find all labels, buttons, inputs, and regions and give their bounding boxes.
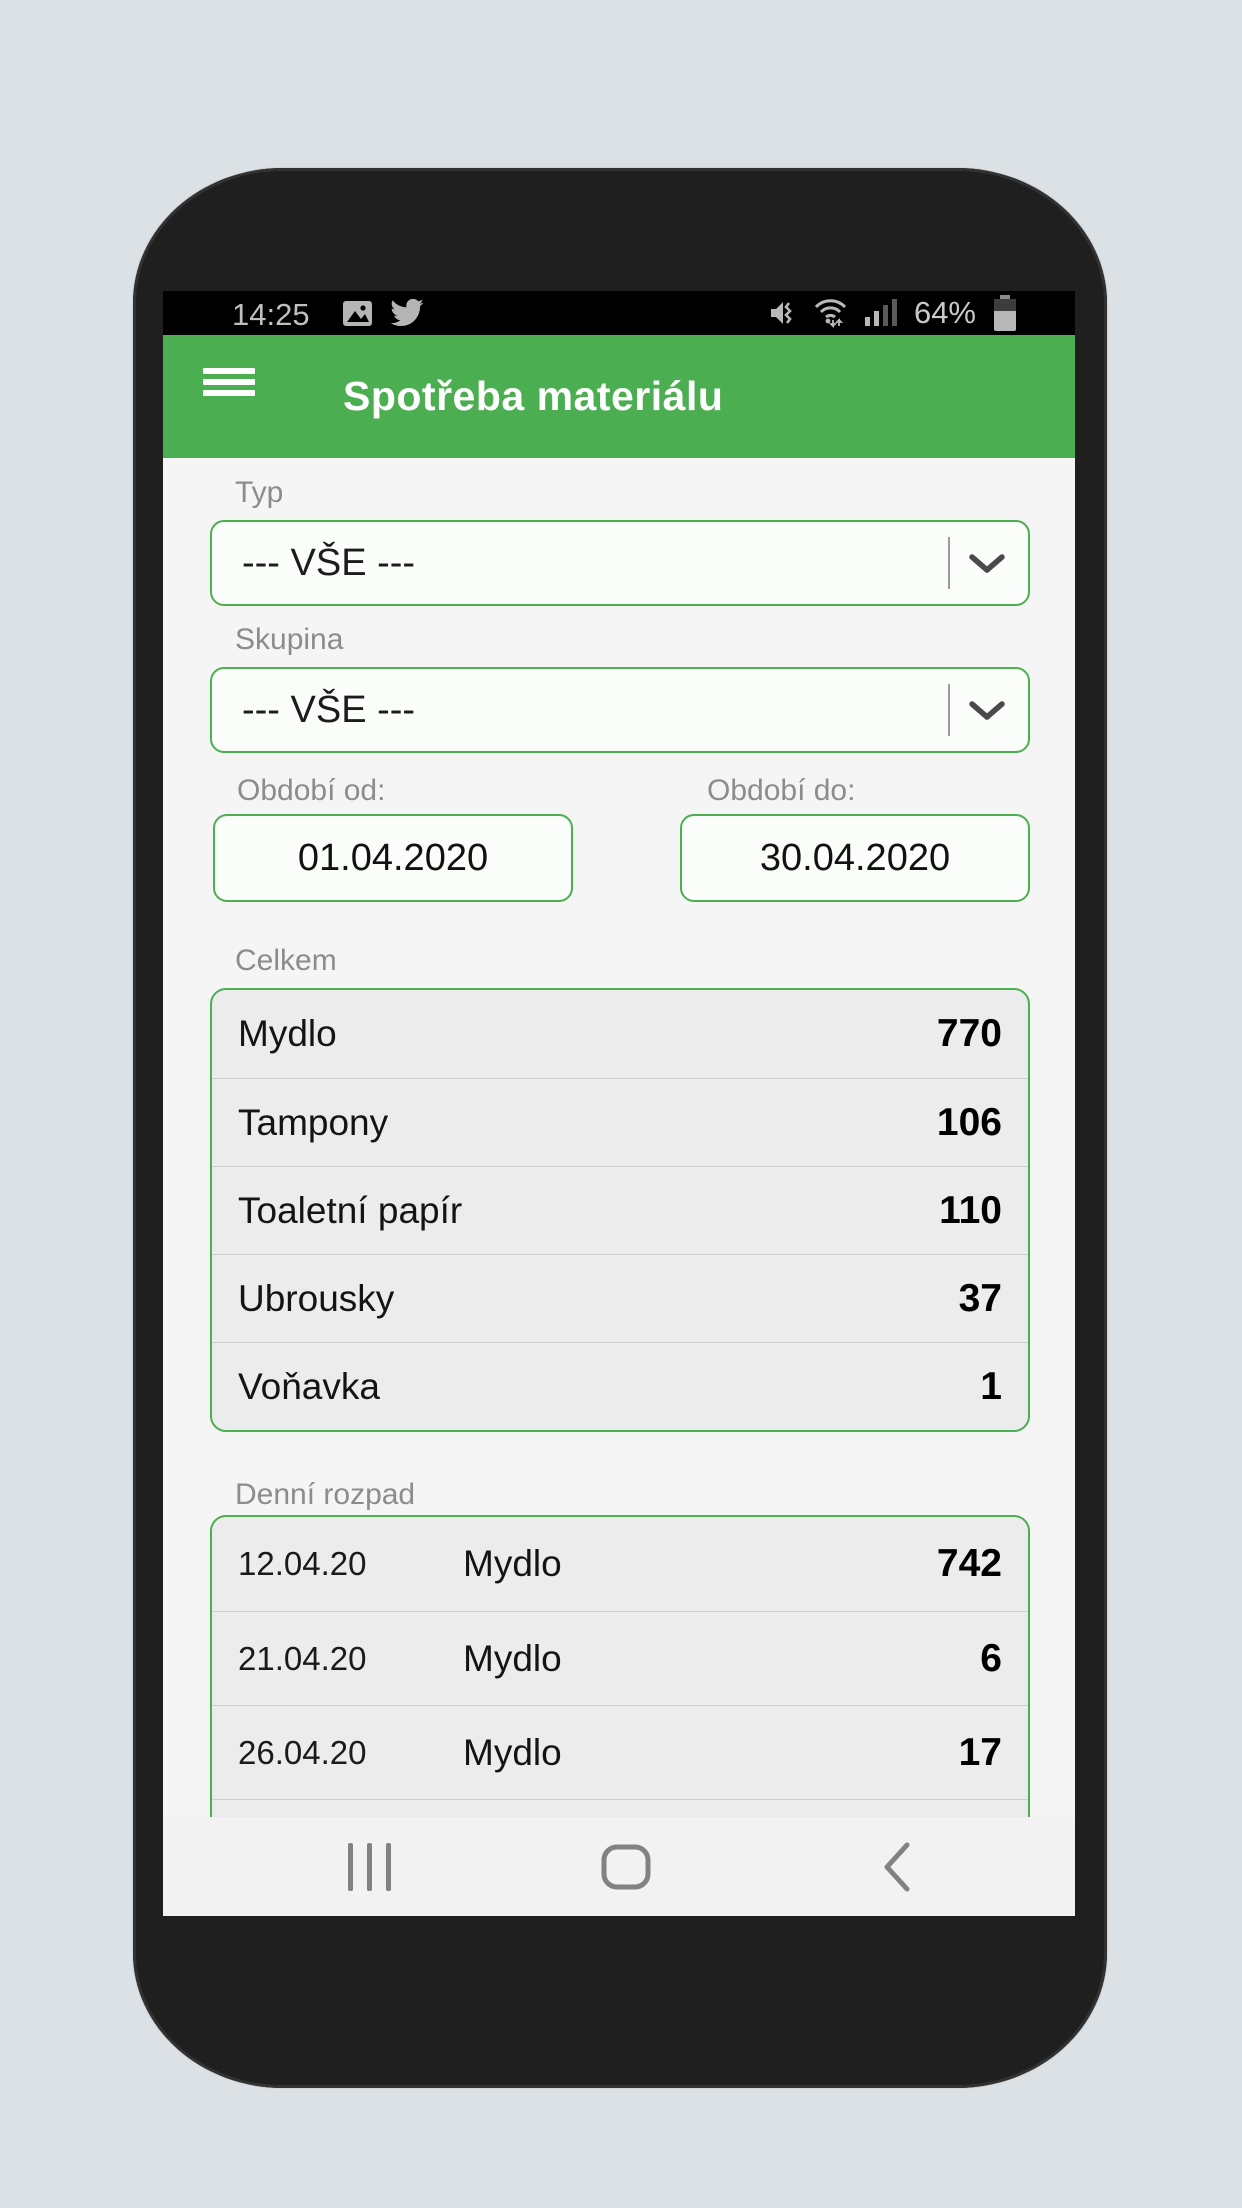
table-row: 21.04.20 Mydlo 6 <box>212 1611 1028 1705</box>
twitter-icon <box>390 298 424 326</box>
table-row: Ubrousky 37 <box>212 1254 1028 1342</box>
item-name: Mydlo <box>238 1013 337 1054</box>
item-name: Mydlo <box>463 1731 562 1773</box>
table-row: Mydlo 770 <box>212 990 1028 1078</box>
item-value: 106 <box>936 1100 1002 1144</box>
status-time: 14:25 <box>232 297 310 332</box>
table-row: Tampony 106 <box>212 1078 1028 1166</box>
status-notification-icons <box>342 298 425 329</box>
hamburger-icon[interactable] <box>203 368 255 396</box>
item-value: 110 <box>939 1188 1002 1232</box>
app-bar: Spotřeba materiálu <box>163 335 1075 458</box>
typ-select-value: --- VŠE --- <box>242 541 416 584</box>
item-name: Voňavka <box>238 1365 380 1407</box>
period-from-label: Období od: <box>237 774 386 807</box>
recents-icon[interactable] <box>339 1817 399 1916</box>
table-row: 26.04.20 Mydlo 17 <box>212 1705 1028 1799</box>
back-icon[interactable] <box>869 1817 925 1916</box>
select-divider <box>948 537 950 589</box>
item-name: Ubrousky <box>238 1277 395 1319</box>
status-bar: 14:25 <box>163 291 1075 335</box>
period-from-value: 01.04.2020 <box>297 836 489 879</box>
period-to-value: 30.04.2020 <box>759 836 951 879</box>
skupina-label: Skupina <box>235 623 344 656</box>
chevron-down-icon <box>969 701 1005 720</box>
table-row: Voňavka 1 <box>212 1342 1028 1430</box>
item-name: Toaletní papír <box>238 1189 463 1231</box>
table-row <box>212 1799 1028 1893</box>
mute-vibrate-icon <box>770 302 792 324</box>
item-value: 1 <box>980 1364 1002 1408</box>
chevron-down-icon <box>969 554 1005 573</box>
item-name: Mydlo <box>463 1543 562 1584</box>
daily-label: Denní rozpad <box>235 1478 416 1511</box>
item-value: 37 <box>958 1276 1002 1320</box>
item-name: Tampony <box>238 1101 389 1143</box>
select-divider <box>948 684 950 736</box>
status-system-icons: 64% <box>770 291 1017 335</box>
item-value: 6 <box>980 1636 1002 1680</box>
phone-frame: 14:25 <box>133 168 1107 2088</box>
item-value: 770 <box>936 1012 1002 1055</box>
home-icon[interactable] <box>599 1817 653 1916</box>
period-to-input[interactable]: 30.04.2020 <box>680 814 1030 902</box>
totals-label: Celkem <box>235 944 337 977</box>
item-date: 21.04.20 <box>238 1639 367 1677</box>
wifi-icon <box>814 299 847 328</box>
table-row: 12.04.20 Mydlo 742 <box>212 1517 1028 1611</box>
table-row: Toaletní papír 110 <box>212 1166 1028 1254</box>
skupina-select[interactable]: --- VŠE --- <box>210 667 1030 753</box>
navigation-bar <box>163 1817 1075 1916</box>
battery-icon <box>994 294 1016 331</box>
typ-label: Typ <box>235 476 284 509</box>
signal-icon <box>864 299 897 326</box>
item-value: 742 <box>936 1542 1002 1585</box>
phone-screen: 14:25 <box>163 291 1075 1916</box>
period-to-label: Období do: <box>707 774 856 807</box>
item-name: Mydlo <box>463 1637 562 1679</box>
battery-percent: 64% <box>913 295 976 330</box>
item-date: 26.04.20 <box>238 1733 367 1771</box>
typ-select[interactable]: --- VŠE --- <box>210 520 1030 606</box>
skupina-select-value: --- VŠE --- <box>242 688 416 731</box>
item-value: 17 <box>958 1730 1002 1774</box>
photo-icon <box>343 301 372 326</box>
period-from-input[interactable]: 01.04.2020 <box>213 814 573 902</box>
item-date: 12.04.20 <box>238 1545 367 1582</box>
page-title: Spotřeba materiálu <box>343 373 724 419</box>
totals-table: Mydlo 770 Tampony 106 Toaletní papír 110… <box>210 988 1030 1432</box>
